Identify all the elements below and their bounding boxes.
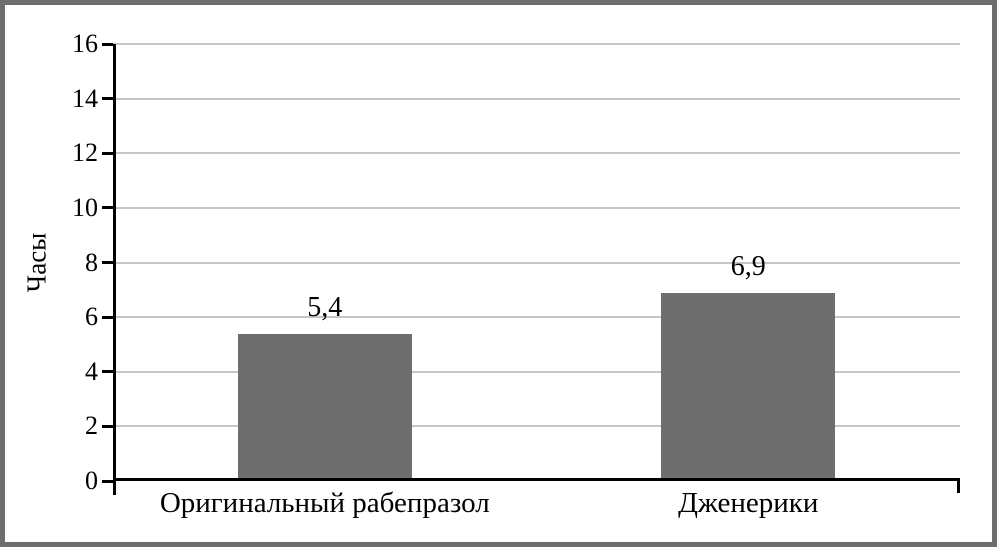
y-tick-mark (102, 206, 113, 210)
y-tick-label: 2 (85, 411, 98, 441)
gridline (113, 316, 960, 319)
y-tick-mark (102, 479, 113, 483)
y-tick-mark (102, 424, 113, 428)
gridline (113, 43, 960, 45)
y-tick-label: 10 (72, 192, 98, 222)
y-tick-label: 12 (72, 138, 98, 168)
y-tick-label: 14 (72, 83, 98, 113)
y-tick-mark (102, 370, 113, 374)
y-tick-label: 0 (85, 466, 98, 495)
bar (237, 333, 412, 481)
x-axis-end-tick (957, 478, 960, 493)
y-tick-mark (102, 42, 113, 46)
gridline (113, 152, 960, 155)
y-axis-line (113, 44, 116, 495)
bar-value-label: 5,4 (307, 291, 343, 323)
gridline (113, 425, 960, 428)
bar-value-label: 6,9 (730, 250, 766, 282)
gridline (113, 370, 960, 373)
bar (661, 292, 836, 481)
gridline (113, 206, 960, 209)
gridline (113, 261, 960, 264)
y-tick-label: 4 (85, 356, 98, 386)
x-category-label: Дженерики (678, 487, 819, 519)
y-tick-label: 6 (85, 302, 98, 332)
y-tick-label: 8 (85, 247, 98, 277)
y-tick-mark (102, 315, 113, 319)
y-tick-mark (102, 97, 113, 101)
gridline (113, 97, 960, 100)
y-tick-label: 16 (72, 29, 98, 58)
x-category-label: Оригинальный рабепразол (159, 487, 490, 519)
y-tick-mark (102, 151, 113, 155)
y-tick-mark (102, 261, 113, 264)
x-axis-line (113, 478, 960, 481)
plot-area: 5,4 6,9 (113, 43, 960, 495)
